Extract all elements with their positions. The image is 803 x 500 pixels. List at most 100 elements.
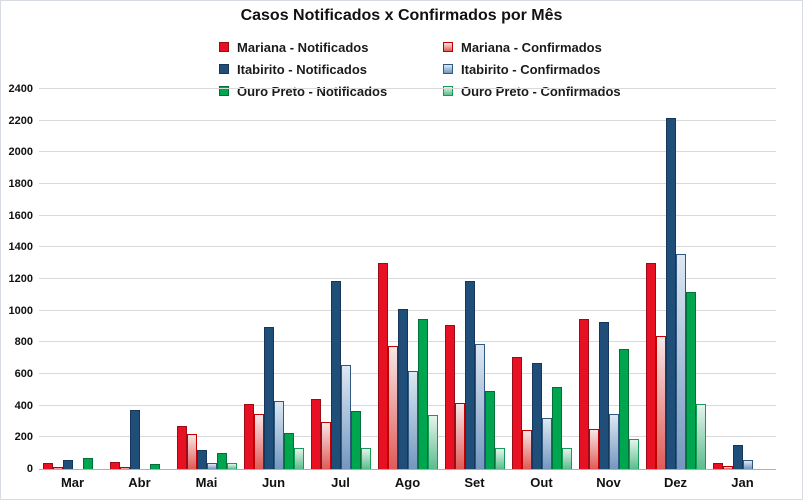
x-axis-label: Set [464,475,485,490]
bar [340,364,351,469]
bar [320,421,331,469]
bar [310,399,321,469]
gridline [39,246,776,248]
bar [561,447,572,469]
bar [206,462,217,469]
bar [330,280,341,469]
bar [427,415,438,469]
bar [628,438,639,469]
x-axis-line [39,469,776,470]
bar [742,460,753,469]
plot-area [39,88,776,470]
x-axis-label: Jun [261,475,286,490]
bar [263,326,274,469]
x-axis-label: Mai [195,475,218,490]
bar [655,336,666,469]
legend-column-confirmados: Mariana - Confirmados Itabirito - Confirm… [443,38,621,104]
bar-group [575,89,642,469]
y-axis-tick-label: 200 [14,431,33,444]
bar [119,466,130,469]
legend-item: Itabirito - Confirmados [443,60,621,78]
bar [531,362,542,469]
legend-column-notificados: Mariana - Notificados Itabirito - Notific… [219,38,387,104]
gridline [39,341,776,343]
bar-group [709,89,776,469]
bar [360,447,371,469]
bar [484,390,495,469]
gridline [39,309,776,311]
legend-item-label: Mariana - Notificados [237,39,369,55]
x-axis-label: Jan [731,475,754,490]
y-axis-tick-label: 2200 [8,114,33,127]
bar-group [508,89,575,469]
legend-swatch-icon [443,86,453,96]
bar [273,400,284,469]
bar [578,318,589,469]
bar [216,453,227,469]
y-axis-tick-label: 2000 [8,146,33,159]
bar [417,318,428,469]
bar [350,411,361,469]
bar [176,426,187,469]
y-axis-tick-label: 800 [14,336,33,349]
bar [618,348,629,469]
y-axis-tick-label: 1000 [8,304,33,317]
y-axis-tick-label: 0 [26,463,33,475]
bar [129,410,140,469]
gridline [39,183,776,184]
x-axis-label: Ago [394,475,421,490]
bar [551,387,562,469]
bar [243,404,254,469]
bar-group [307,89,374,469]
bar-group [642,89,709,469]
bar [695,404,706,469]
legend-item-label: Mariana - Confirmados [461,39,602,55]
bar [454,402,465,469]
legend-item: Ouro Preto - Notificados [219,82,387,100]
y-axis-tick-label: 400 [14,399,33,412]
bar [149,464,160,469]
y-axis-tick-label: 1200 [8,273,33,285]
bar [42,462,53,469]
bar [511,356,522,469]
bar [712,462,723,469]
gridline [39,119,776,121]
x-axis-label: Abr [128,475,151,490]
x-axis-label: Jul [331,475,350,490]
gridline [39,88,776,89]
legend-item-label: Itabirito - Confirmados [461,61,601,77]
y-axis-tick-label: 1600 [8,209,33,222]
bar [82,457,93,469]
bar [253,413,264,469]
bar [598,321,609,469]
bar [675,253,686,469]
bar [283,432,294,469]
bar [665,117,676,469]
bar [685,291,696,469]
bar [387,345,398,469]
bar [52,467,63,469]
bar [494,447,505,469]
bar [377,263,388,469]
legend-swatch-icon [443,42,453,52]
bar-group [106,89,173,469]
bar [588,429,599,469]
legend-swatch-icon [219,42,229,52]
legend-item: Itabirito - Notificados [219,60,387,78]
bar [645,263,656,469]
bar [608,413,619,469]
bar-group [374,89,441,469]
bar [732,445,743,469]
legend-swatch-icon [443,64,453,74]
bar [444,324,455,469]
gridline [39,214,776,216]
bar [62,459,73,469]
bar-group [173,89,240,469]
y-axis-tick-label: 2400 [8,83,33,95]
legend-item-label: Ouro Preto - Confirmados [461,83,621,99]
legend-item-label: Itabirito - Notificados [237,61,367,77]
gridline [39,151,776,153]
legend-swatch-icon [219,86,229,96]
bar [397,309,408,469]
